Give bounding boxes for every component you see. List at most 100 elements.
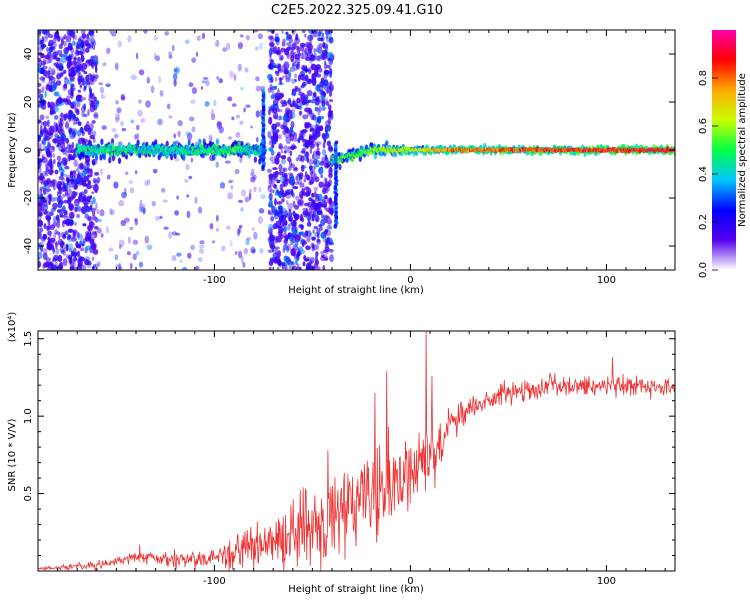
spectrogram-cell — [91, 120, 96, 124]
spectrogram-cell — [327, 226, 333, 231]
colorbar-tick-label: 0.2 — [698, 214, 709, 230]
spectrogram-cell — [101, 125, 107, 130]
spectrogram-cell — [38, 119, 42, 124]
spectrogram-cell — [269, 179, 275, 187]
spectrogram-cell — [292, 103, 299, 108]
spectrogram-cell — [51, 145, 55, 150]
x-tick-label: -100 — [203, 576, 226, 587]
spectrogram-cell — [69, 60, 73, 67]
spectrogram-cell — [109, 208, 113, 216]
spectrogram-cell — [55, 57, 61, 62]
spectrogram-cell — [73, 256, 78, 262]
spectrogram-cell — [77, 89, 82, 93]
spectrogram-streak-cell — [334, 140, 339, 145]
spectrogram-cell — [242, 261, 246, 268]
spectrogram-cell — [274, 136, 279, 143]
spectrogram-cell — [87, 216, 92, 221]
spectrogram-cell — [184, 178, 189, 183]
spectrogram-cell — [93, 59, 99, 65]
spectrogram-cell — [270, 76, 274, 83]
spectrogram-cell — [268, 266, 272, 270]
spectrogram-cell — [185, 164, 190, 171]
spectrogram-cell — [271, 88, 275, 95]
spectrogram-cell — [186, 132, 193, 141]
spectrogram-cell — [173, 79, 177, 87]
spectrogram-cell — [124, 217, 130, 223]
spectrogram-cell — [38, 213, 42, 217]
spectrogram-cell — [305, 41, 309, 49]
spectrogram-cell — [306, 235, 311, 243]
spectrogram-cell — [55, 248, 60, 255]
spectrogram-cell — [118, 199, 125, 207]
spectrogram-cell — [257, 216, 264, 224]
spectrogram-cell — [216, 121, 223, 130]
spectrogram-cell — [129, 187, 135, 194]
spectrogram-cell — [90, 184, 94, 189]
spectrogram-cell — [215, 161, 219, 168]
x-tick-label: 0 — [407, 576, 413, 587]
spectrogram-cell — [314, 176, 320, 183]
spectrogram-cell — [316, 203, 322, 210]
spectrogram-cell — [224, 160, 231, 164]
spectrogram-cell — [38, 260, 41, 268]
spectrogram-cell — [39, 175, 45, 181]
spectrogram-cell — [91, 266, 95, 270]
spectrogram-cell — [237, 63, 242, 72]
spectrogram-cell — [309, 125, 313, 133]
spectrogram-cell — [93, 111, 99, 118]
spectrogram-cell — [115, 100, 119, 105]
spectrogram-cell — [271, 107, 275, 114]
spectrogram-cell — [328, 145, 334, 153]
spectrogram-cell — [272, 65, 278, 69]
spectrogram-cell — [313, 186, 318, 192]
snr-multiplier: (x10⁴) — [7, 312, 18, 343]
spectrogram-cell — [54, 31, 58, 39]
spectrogram-cell — [278, 171, 284, 176]
spectrogram-cell — [269, 84, 273, 91]
spectrogram-cell — [277, 260, 281, 266]
spectrogram-line-cell — [136, 139, 140, 146]
spectrogram-cell — [286, 245, 289, 253]
spectrogram-cell — [138, 261, 144, 268]
spectrogram-cell — [38, 134, 42, 142]
spectrogram-cell — [41, 86, 45, 94]
spectrogram-cell — [302, 207, 309, 212]
spectrogram-cell — [250, 125, 253, 129]
spectrogram-line-cell — [215, 138, 219, 145]
spectrogram-cell — [121, 127, 127, 132]
spectrogram-cell — [289, 126, 294, 134]
spectrogram-cell — [58, 146, 64, 152]
spectrogram-cell — [50, 264, 57, 270]
spectrogram-cell — [90, 37, 96, 45]
spectrogram-cell — [45, 129, 49, 138]
spectrogram-cell — [68, 154, 74, 160]
spectrogram-cell — [134, 170, 138, 175]
spectrogram-cell — [144, 235, 150, 244]
spectrogram-cell — [105, 226, 109, 234]
spectrogram-cell — [93, 263, 97, 268]
spectrogram-cell — [326, 89, 329, 94]
spectrogram-cell — [38, 177, 44, 184]
spectrogram-cell — [57, 160, 63, 166]
spectrogram-cell — [294, 181, 300, 185]
spectrogram-cell — [325, 34, 329, 40]
spectrogram-cell — [137, 99, 142, 104]
spectrogram-cell — [38, 217, 42, 225]
spectrogram-cell — [85, 245, 92, 251]
spectrogram-cell — [320, 94, 325, 101]
spectrogram-cell — [270, 135, 274, 141]
spectrogram-cell — [314, 190, 317, 198]
spectrogram-cell — [57, 35, 61, 42]
spectrogram-cell — [294, 234, 301, 243]
spectrogram-cell — [99, 86, 105, 94]
spectrogram-cell — [43, 223, 47, 229]
spectrogram-cell — [46, 246, 51, 250]
spectrogram-cell — [280, 155, 287, 160]
spectrogram-cell — [269, 108, 274, 113]
spectrogram-cell — [278, 163, 283, 172]
spectrogram-cell — [289, 113, 293, 120]
spectrogram-cell — [50, 169, 55, 174]
spectrogram-cell — [96, 176, 101, 183]
spectrogram-cell — [313, 48, 317, 53]
spectrogram-cell — [42, 199, 48, 203]
